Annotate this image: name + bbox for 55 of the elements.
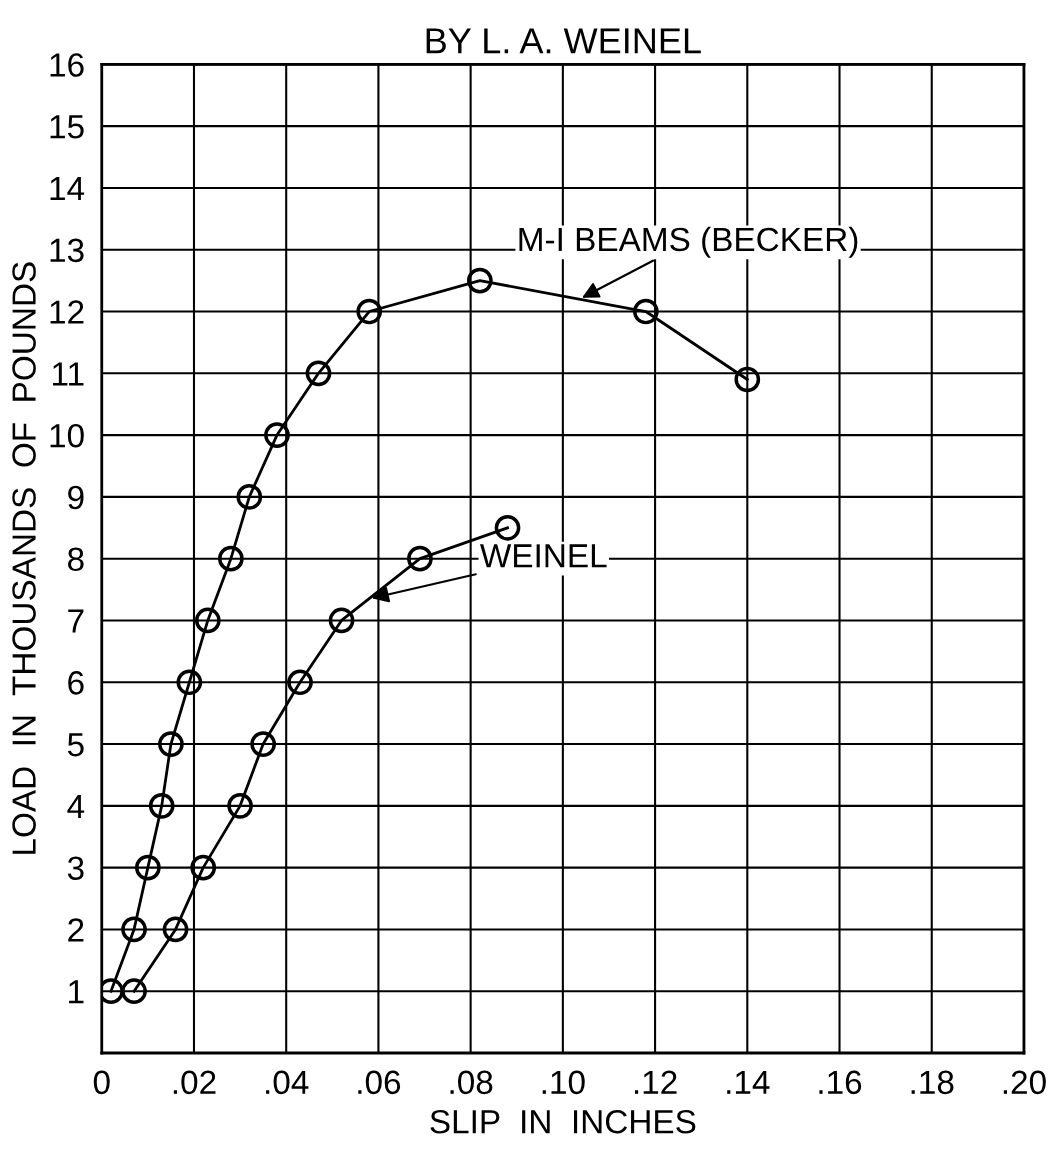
y-tick-label: 12 xyxy=(50,300,84,324)
y-tick-label: 14 xyxy=(50,177,85,201)
series-label: WEINEL xyxy=(480,544,607,568)
x-tick-label: 0 xyxy=(93,1070,110,1095)
x-tick-label: .06 xyxy=(358,1070,401,1095)
point xyxy=(135,854,161,881)
point xyxy=(148,792,175,819)
point xyxy=(734,366,761,393)
point xyxy=(467,267,493,294)
y-tick-label: 7 xyxy=(68,609,84,633)
y-tick-label: 5 xyxy=(67,733,84,757)
y-tick-label: 11 xyxy=(53,362,84,386)
point xyxy=(158,731,184,757)
point xyxy=(264,422,290,448)
point xyxy=(305,360,332,387)
point xyxy=(218,545,244,572)
point xyxy=(227,792,253,819)
y-tick-label: 16 xyxy=(50,53,84,77)
point xyxy=(356,298,383,325)
y-axis-title: LOAD IN THOUSANDS OF POUNDS xyxy=(12,262,36,854)
point xyxy=(190,854,217,881)
point xyxy=(250,731,276,757)
point xyxy=(494,514,521,541)
y-tick-label: 9 xyxy=(68,485,84,510)
y-tick-label: 3 xyxy=(67,856,84,881)
point xyxy=(633,298,659,325)
chart-title: BY L. A. WEINEL xyxy=(426,28,701,54)
x-tick-label: .10 xyxy=(542,1070,585,1095)
y-tick-label: 6 xyxy=(68,671,84,695)
y-tick-label: 13 xyxy=(50,238,84,263)
y-tick-label: 4 xyxy=(67,794,85,818)
y-tick-label: 2 xyxy=(68,918,84,942)
x-tick-label: .04 xyxy=(266,1070,309,1095)
x-axis-title: SLIP IN INCHES xyxy=(430,1109,696,1134)
point xyxy=(176,669,203,696)
y-tick-label: 1 xyxy=(69,980,84,1004)
x-tick-label: .18 xyxy=(911,1070,954,1095)
point xyxy=(407,545,433,572)
point xyxy=(162,916,189,943)
x-tick-label: .14 xyxy=(727,1070,770,1094)
y-tick-label: 10 xyxy=(50,423,84,448)
point xyxy=(287,669,313,696)
point xyxy=(121,916,147,943)
y-tick-label: 8 xyxy=(68,547,84,572)
x-tick-label: .20 xyxy=(1003,1070,1046,1095)
x-tick-label: .16 xyxy=(819,1070,862,1095)
point xyxy=(121,978,147,1005)
x-tick-label: .08 xyxy=(450,1070,493,1095)
y-tick-label: 15 xyxy=(50,115,84,139)
point xyxy=(328,607,355,634)
point xyxy=(194,607,221,634)
x-tick-label: .02 xyxy=(173,1070,216,1095)
point xyxy=(236,484,263,510)
series-label: M-I BEAMS (BECKER) xyxy=(519,226,858,258)
x-tick-label: .12 xyxy=(634,1070,677,1094)
